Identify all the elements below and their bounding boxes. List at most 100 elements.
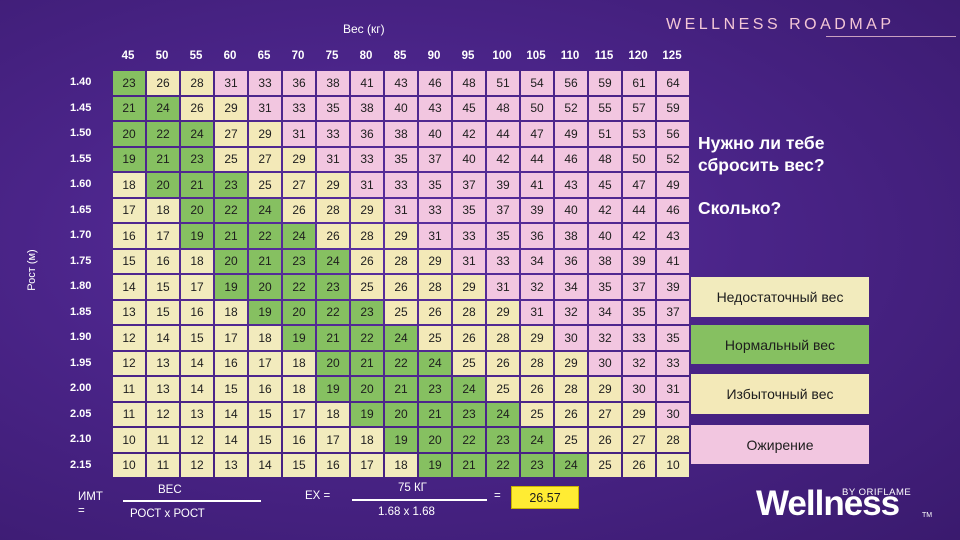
bmi-cell: 16 xyxy=(215,351,247,375)
bmi-cell: 51 xyxy=(589,122,621,146)
weight-header-125: 125 xyxy=(662,50,682,62)
bmi-cell: 24 xyxy=(385,326,417,350)
bmi-cell: 19 xyxy=(385,428,417,452)
bmi-cell: 64 xyxy=(657,71,689,95)
bmi-cell: 29 xyxy=(589,377,621,401)
legend-overweight: Избыточный вес xyxy=(691,374,869,414)
bmi-cell: 49 xyxy=(657,173,689,197)
bmi-cell: 11 xyxy=(113,402,145,426)
bmi-cell: 30 xyxy=(589,351,621,375)
bmi-cell: 61 xyxy=(623,71,655,95)
bmi-cell: 50 xyxy=(521,96,553,120)
bmi-cell: 17 xyxy=(147,224,179,248)
bmi-cell: 35 xyxy=(317,96,349,120)
bmi-cell: 46 xyxy=(657,198,689,222)
bmi-cell: 12 xyxy=(113,351,145,375)
bmi-cell: 21 xyxy=(249,249,281,273)
bmi-cell: 20 xyxy=(351,377,383,401)
height-header-2.15: 2.15 xyxy=(70,458,92,471)
bmi-cell: 42 xyxy=(487,147,519,171)
bmi-cell: 20 xyxy=(283,300,315,324)
bmi-cell: 47 xyxy=(623,173,655,197)
bmi-cell: 38 xyxy=(317,71,349,95)
bmi-cell: 20 xyxy=(317,351,349,375)
bmi-cell: 13 xyxy=(181,402,213,426)
bmi-cell: 32 xyxy=(521,275,553,299)
bmi-cell: 28 xyxy=(317,198,349,222)
bmi-cell: 21 xyxy=(113,96,145,120)
bmi-cell: 28 xyxy=(521,351,553,375)
weight-header-50: 50 xyxy=(155,50,169,62)
height-header-1.85: 1.85 xyxy=(70,305,92,318)
bmi-cell: 26 xyxy=(317,224,349,248)
bmi-cell: 25 xyxy=(453,351,485,375)
bmi-cell: 16 xyxy=(283,428,315,452)
question-line-2: сбросить вес? xyxy=(698,155,825,175)
bmi-cell: 44 xyxy=(521,147,553,171)
height-axis-title: Рост (м) xyxy=(26,249,38,291)
height-header-2.10: 2.10 xyxy=(70,433,92,445)
bmi-cell: 17 xyxy=(181,275,213,299)
example-fraction-line xyxy=(352,499,487,501)
bmi-cell: 37 xyxy=(453,173,485,197)
bmi-cell: 10 xyxy=(657,453,689,477)
bmi-cell: 28 xyxy=(657,428,689,452)
bmi-cell: 41 xyxy=(351,71,383,95)
bmi-cell: 42 xyxy=(589,198,621,222)
bmi-cell: 14 xyxy=(181,351,213,375)
bmi-cell: 15 xyxy=(147,300,179,324)
bmi-cell: 14 xyxy=(215,402,247,426)
bmi-cell: 35 xyxy=(385,147,417,171)
bmi-cell: 29 xyxy=(351,198,383,222)
bmi-cell: 21 xyxy=(317,326,349,350)
bmi-cell: 17 xyxy=(283,402,315,426)
bmi-cell: 20 xyxy=(147,173,179,197)
bmi-cell: 10 xyxy=(113,453,145,477)
bmi-cell: 18 xyxy=(283,351,315,375)
bmi-cell: 20 xyxy=(215,249,247,273)
bmi-cell: 33 xyxy=(385,173,417,197)
bmi-cell: 22 xyxy=(147,122,179,146)
bmi-cell: 13 xyxy=(147,351,179,375)
bmi-cell: 30 xyxy=(657,402,689,426)
height-header-1.75: 1.75 xyxy=(70,254,92,267)
bmi-cell: 30 xyxy=(623,377,655,401)
bmi-cell: 45 xyxy=(589,173,621,197)
bmi-cell: 34 xyxy=(555,275,587,299)
bmi-cell: 33 xyxy=(317,122,349,146)
bmi-cell: 52 xyxy=(555,96,587,120)
height-header-1.45: 1.45 xyxy=(70,101,92,114)
bmi-cell: 14 xyxy=(113,275,145,299)
bmi-cell: 50 xyxy=(623,147,655,171)
bmi-cell: 27 xyxy=(623,428,655,452)
bmi-cell: 22 xyxy=(385,351,417,375)
bmi-cell: 48 xyxy=(589,147,621,171)
bmi-cell: 24 xyxy=(487,402,519,426)
bmi-cell: 27 xyxy=(215,122,247,146)
bmi-cell: 15 xyxy=(283,453,315,477)
bmi-cell: 31 xyxy=(351,173,383,197)
bmi-cell: 45 xyxy=(453,96,485,120)
bmi-cell: 18 xyxy=(215,300,247,324)
bmi-cell: 21 xyxy=(385,377,417,401)
bmi-cell: 25 xyxy=(249,173,281,197)
bmi-cell: 33 xyxy=(283,96,315,120)
bmi-cell: 43 xyxy=(385,71,417,95)
bmi-cell: 24 xyxy=(555,453,587,477)
bmi-cell: 59 xyxy=(589,71,621,95)
height-header-1.55: 1.55 xyxy=(70,152,92,165)
bmi-cell: 31 xyxy=(521,300,553,324)
bmi-cell: 17 xyxy=(351,453,383,477)
bmi-cell: 24 xyxy=(283,224,315,248)
bmi-cell: 36 xyxy=(283,71,315,95)
bmi-cell: 46 xyxy=(555,147,587,171)
bmi-cell: 29 xyxy=(385,224,417,248)
bmi-cell: 29 xyxy=(555,351,587,375)
bmi-cell: 11 xyxy=(113,377,145,401)
bmi-cell: 31 xyxy=(385,198,417,222)
bmi-cell: 33 xyxy=(487,249,519,273)
bmi-cell: 31 xyxy=(453,249,485,273)
bmi-cell: 32 xyxy=(623,351,655,375)
weight-header-65: 65 xyxy=(257,50,271,62)
bmi-cell: 15 xyxy=(215,377,247,401)
